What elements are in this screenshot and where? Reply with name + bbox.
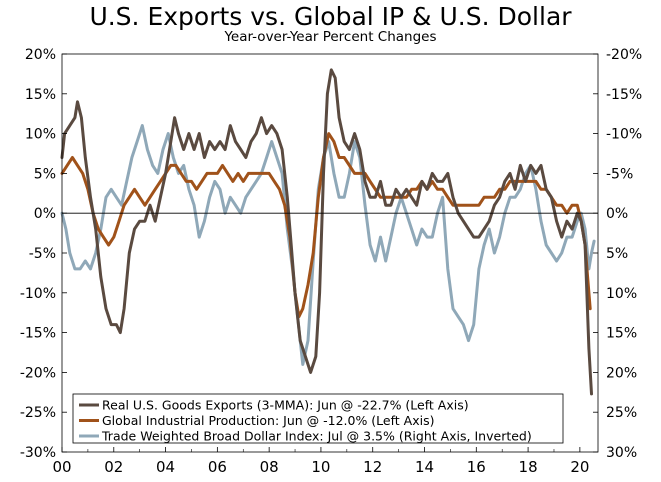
x-axis-tick-label: 02: [104, 458, 123, 476]
right-axis-tick-label: -10%: [606, 127, 642, 143]
legend-box: [72, 393, 564, 444]
right-axis-tick-label: 25%: [606, 405, 637, 421]
legend-label: Global Industrial Production: Jun @ -12.…: [102, 413, 434, 428]
series-line-0: [60, 68, 593, 396]
left-axis-tick-label: -20%: [20, 365, 56, 381]
left-axis-tick-label: 10%: [25, 127, 56, 143]
right-axis-tick-label: -15%: [606, 87, 642, 103]
x-axis-tick-label: 10: [311, 458, 330, 476]
right-axis-tick-label: -5%: [606, 166, 633, 182]
x-axis: 00 02 04 06 08 10 12 14 16 18 20: [52, 447, 589, 476]
right-axis-tick-label: 5%: [606, 246, 628, 262]
x-axis-tick-label: 18: [519, 458, 538, 476]
right-axis-tick-label: 20%: [606, 365, 637, 381]
left-axis-tick-label: -15%: [20, 326, 56, 342]
x-axis-tick-label: 06: [208, 458, 227, 476]
x-axis-tick-label: 00: [52, 458, 71, 476]
left-axis-tick-label: 5%: [34, 166, 56, 182]
chart-title: U.S. Exports vs. Global IP & U.S. Dollar: [89, 2, 572, 31]
x-axis-tick-label: 14: [415, 458, 434, 476]
x-axis-tick-label: 08: [260, 458, 279, 476]
left-axis: 20% 15% 10% 5% 0% -5% -10% -15% -20% -25% -30%: [20, 47, 67, 461]
chart-subtitle: Year-over-Year Percent Changes: [224, 29, 437, 45]
legend: Real U.S. Goods Exports (3-MMA): Jun @ -…: [72, 393, 564, 444]
x-axis-tick-label: 20: [570, 458, 589, 476]
left-axis-tick-label: 20%: [25, 47, 56, 63]
right-axis-tick-label: 10%: [606, 286, 637, 302]
left-axis-tick-label: -5%: [29, 246, 56, 262]
x-axis-tick-label: 16: [467, 458, 486, 476]
left-axis-tick-label: 15%: [25, 87, 56, 103]
legend-label: Real U.S. Goods Exports (3-MMA): Jun @ -…: [102, 398, 469, 413]
x-axis-tick-label: 04: [156, 458, 175, 476]
plot-frame: [61, 53, 599, 453]
left-axis-tick-label: -10%: [20, 286, 56, 302]
right-axis-tick-label: -20%: [606, 47, 642, 63]
right-axis-tick-label: 30%: [606, 445, 637, 461]
right-axis-tick-label: 0%: [606, 206, 628, 222]
right-axis-tick-label: 15%: [606, 326, 637, 342]
left-axis-tick-label: -30%: [20, 445, 56, 461]
right-axis: -20% -15% -10% -5% 0% 5% 10% 15% 20% 25% 30%: [593, 47, 642, 461]
left-axis-tick-label: -25%: [20, 405, 56, 421]
series-layer: [60, 68, 596, 396]
x-axis-tick-label: 12: [363, 458, 382, 476]
legend-label: Trade Weighted Broad Dollar Index: Jul @…: [101, 429, 532, 444]
left-axis-tick-label: 0%: [34, 206, 56, 222]
series-line-1: [60, 132, 592, 319]
series-line-2: [60, 124, 596, 366]
